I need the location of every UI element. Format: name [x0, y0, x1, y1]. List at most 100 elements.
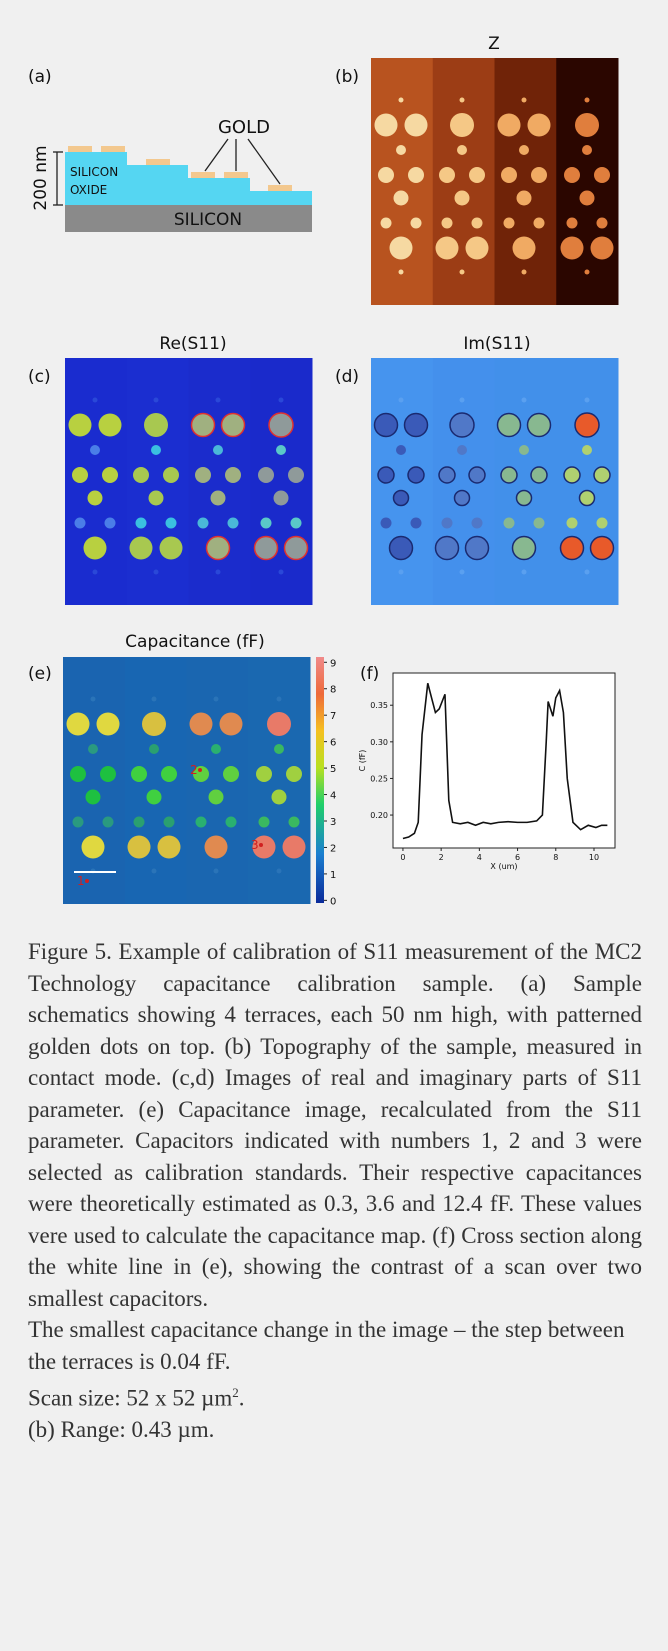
map-dot	[252, 835, 276, 859]
map-dot	[560, 236, 584, 260]
schematic: GOLD SILICON OXIDE SILICON 200 nm	[31, 117, 312, 232]
gold-pads	[68, 146, 292, 191]
map-terrace	[250, 358, 313, 605]
panel-label: (c)	[28, 367, 51, 387]
map-dot	[260, 517, 272, 529]
map-dot	[388, 535, 414, 561]
map-dot	[195, 816, 207, 828]
map-terrace	[63, 657, 126, 904]
colorbar-tick-label: 0	[330, 896, 336, 907]
y-axis-label: C (fF)	[358, 750, 367, 772]
map-dot	[373, 412, 399, 438]
map-dot	[165, 517, 177, 529]
map-dot	[503, 517, 515, 529]
colorbar-tick-label: 4	[330, 791, 336, 802]
map-terrace	[188, 358, 251, 605]
map-dot	[407, 466, 425, 484]
map-dot	[161, 766, 177, 782]
map-dot	[144, 413, 168, 437]
map-dot	[380, 517, 392, 529]
map-dot	[92, 569, 98, 575]
caption-paragraph: Figure 5. Example of calibration of S11 …	[28, 939, 642, 1311]
map-dot	[398, 269, 404, 275]
maps: 1 2 3 0 1 2 3 4 5 6 7 8 9	[63, 58, 619, 907]
map-dot	[596, 517, 608, 529]
map-dot	[380, 217, 392, 229]
map-dot	[87, 490, 103, 506]
map-dot	[92, 397, 98, 403]
map-dot	[74, 517, 86, 529]
map-dot	[193, 766, 209, 782]
map-dot	[215, 569, 221, 575]
map-dot	[378, 167, 394, 183]
map-dot	[129, 536, 153, 560]
map-dot	[72, 467, 88, 483]
colorbar-tick-label: 6	[330, 738, 336, 749]
marker-dot	[198, 768, 202, 772]
map-dot	[90, 696, 96, 702]
map-terrace	[432, 58, 495, 305]
thickness-label: 200 nm	[31, 145, 51, 210]
map-dot	[497, 113, 521, 137]
map-dot	[290, 517, 302, 529]
map-terrace	[556, 58, 619, 305]
marker-dot	[259, 843, 263, 847]
capacitor-marker: 2	[190, 763, 198, 777]
map-dot	[288, 816, 300, 828]
colorbar-tick-label: 7	[330, 711, 336, 722]
map-dot	[579, 190, 595, 206]
map-dot	[515, 489, 533, 507]
substrate-label: SILICON	[174, 210, 242, 230]
map-dot	[256, 766, 272, 782]
map-dot	[288, 467, 304, 483]
map-dot	[459, 569, 465, 575]
map-dot	[127, 835, 151, 859]
map-dot	[133, 467, 149, 483]
map-dot	[377, 466, 395, 484]
caption-paragraph: The smallest capacitance change in the i…	[28, 1317, 625, 1374]
map-dot	[142, 712, 166, 736]
map-dot	[374, 113, 398, 137]
map-dot	[396, 145, 406, 155]
map-dot	[276, 696, 282, 702]
map-dot	[151, 445, 161, 455]
map-dot	[278, 569, 284, 575]
panel-label: (f)	[360, 664, 379, 684]
caption: Figure 5. Example of calibration of S11 …	[28, 936, 642, 1446]
map-dot	[205, 535, 231, 561]
superscript: 2	[232, 1385, 239, 1400]
map-dot	[566, 517, 578, 529]
map-dot	[457, 445, 467, 455]
map-dot	[213, 445, 223, 455]
map-dot	[575, 113, 599, 137]
map-dot	[133, 816, 145, 828]
map-dot	[450, 113, 474, 137]
map-dot	[459, 397, 465, 403]
map-dot	[521, 269, 527, 275]
map-dot	[441, 517, 453, 529]
y-tick-label: 0.35	[370, 701, 388, 710]
map-dot	[68, 413, 92, 437]
map-dot	[564, 167, 580, 183]
map-dot	[465, 236, 489, 260]
data-line	[402, 683, 608, 840]
map-dot	[441, 217, 453, 229]
map-terrace	[124, 657, 187, 904]
map-dot	[225, 467, 241, 483]
map-dot	[276, 445, 286, 455]
map-dot	[459, 97, 465, 103]
colorbar-tick-label: 5	[330, 764, 336, 775]
map-dot	[533, 517, 545, 529]
map-dot	[589, 535, 615, 561]
map-terrace	[65, 358, 128, 605]
oxide-layer	[65, 152, 312, 205]
map-dot	[596, 217, 608, 229]
map-dot	[454, 190, 470, 206]
map-dot	[398, 97, 404, 103]
map-dot	[195, 467, 211, 483]
oxide-label: SILICON	[70, 165, 118, 179]
map-dot	[500, 466, 518, 484]
map-dot	[408, 167, 424, 183]
map-dot	[435, 236, 459, 260]
